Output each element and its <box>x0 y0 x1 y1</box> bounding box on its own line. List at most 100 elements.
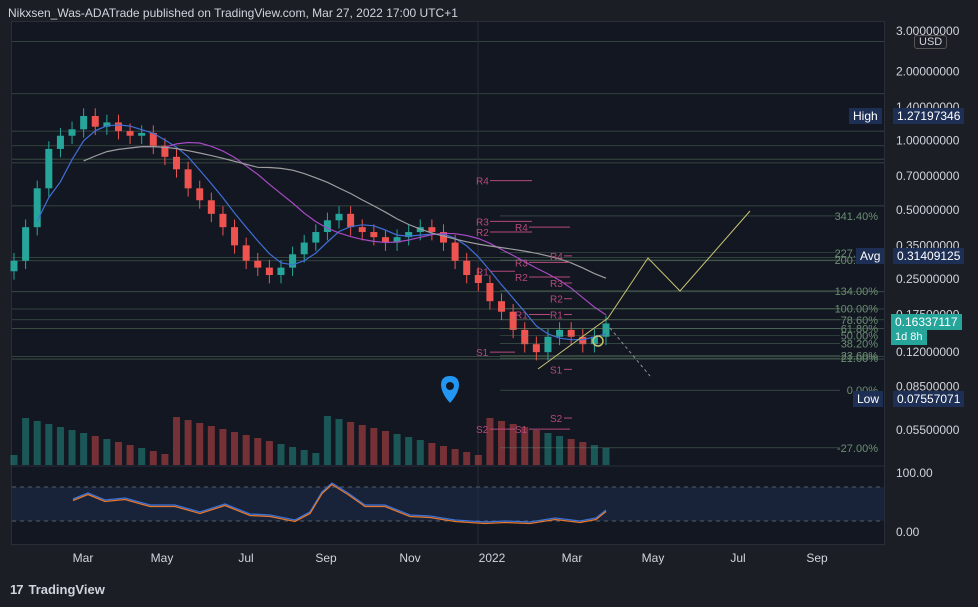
volume-bar <box>451 449 459 465</box>
y-tick-label: 0.12000000 <box>896 345 960 359</box>
x-tick-label: Sep <box>806 551 828 565</box>
volume-bar <box>289 447 297 465</box>
ma-purple-line <box>130 141 607 316</box>
volume-bar <box>22 418 30 465</box>
y-tick-label: 3.00000000 <box>896 24 960 38</box>
pivot-label: S1 <box>550 365 563 376</box>
location-pin-hole <box>446 382 454 390</box>
candle-body <box>45 148 53 189</box>
tradingview-footer[interactable]: 17 TradingView <box>10 582 105 597</box>
pivot-label: S2 <box>550 414 563 425</box>
volume-bar <box>405 437 413 465</box>
projection-path <box>537 210 751 370</box>
pivot-label: R2 <box>550 295 563 306</box>
low-label-tag: Low <box>853 391 884 407</box>
candle-body <box>451 242 459 261</box>
rsi-signal-line <box>72 483 607 525</box>
volume-bar <box>33 421 41 465</box>
candle-body <box>358 227 366 233</box>
candle-body <box>323 220 331 233</box>
y-tick-label: 2.00000000 <box>896 64 960 78</box>
candle-body <box>265 267 273 276</box>
tradingview-brand: TradingView <box>28 582 105 597</box>
fib-label: 134.00% <box>835 286 879 298</box>
volume-bar <box>80 433 88 465</box>
volume-bar <box>300 450 308 465</box>
pivot-label: S1 <box>476 348 489 359</box>
volume-bar <box>590 445 598 465</box>
pivot-label: S2 <box>476 425 489 436</box>
candle-body <box>103 122 111 127</box>
fib-label: 100.00% <box>835 303 879 315</box>
pivot-label: R4 <box>515 223 528 234</box>
volume-bar <box>91 436 99 465</box>
volume-bar <box>509 424 517 465</box>
x-tick-label: Jul <box>238 551 253 565</box>
ma-grey-line <box>83 145 607 279</box>
volume-bar <box>532 430 540 465</box>
volume-bar <box>347 422 355 465</box>
fib-label: -27.00% <box>837 443 878 455</box>
volume-bar <box>265 441 273 465</box>
candle-body <box>114 122 122 132</box>
pivot-label: R4 <box>550 252 563 263</box>
y-tick-label: 0.08500000 <box>896 380 960 394</box>
fib-label: 38.20% <box>841 338 879 350</box>
candle-body <box>242 245 250 261</box>
chart-panel[interactable] <box>11 21 885 545</box>
candle-body <box>590 336 598 345</box>
volume-bar <box>56 427 64 465</box>
volume-bar <box>498 421 506 465</box>
candle-body <box>219 213 227 228</box>
candle-body <box>68 129 76 136</box>
volume-bar <box>68 430 76 465</box>
candle-body <box>393 237 401 243</box>
x-tick-label: Mar <box>73 551 94 565</box>
candle-body <box>532 344 540 353</box>
currency-label[interactable]: USD <box>914 35 948 49</box>
volume-bar <box>161 454 169 465</box>
candle-body <box>300 242 308 255</box>
y-tick-label: 0.25000000 <box>896 272 960 286</box>
candle-body <box>463 260 471 276</box>
y-tick-label: 0.70000000 <box>896 169 960 183</box>
candle-body <box>22 227 30 261</box>
candle-body <box>474 275 482 284</box>
candle-body <box>556 329 564 337</box>
candle-body <box>347 213 355 228</box>
pivot-label: R1 <box>476 267 489 278</box>
pivot-label: R3 <box>550 279 563 290</box>
rsi-line <box>72 482 607 523</box>
volume-bar <box>381 431 389 465</box>
fib-label: 341.40% <box>835 211 879 223</box>
volume-bar <box>254 438 262 465</box>
rsi-tick-label: 0.00 <box>896 525 920 539</box>
volume-bar <box>10 455 18 465</box>
volume-bar <box>439 446 447 465</box>
candle-body <box>579 336 587 345</box>
candle-body <box>149 132 157 146</box>
x-tick-label: May <box>642 551 665 565</box>
volume-bar <box>207 426 215 465</box>
volume-bar <box>277 444 285 465</box>
candle-body <box>138 132 146 136</box>
x-tick-label: May <box>151 551 174 565</box>
candle-body <box>312 232 320 243</box>
candle-body <box>509 311 517 330</box>
x-tick-label: 2022 <box>479 551 506 565</box>
volume-bar <box>474 455 482 465</box>
candle-body <box>567 329 575 337</box>
volume-bar <box>521 427 529 465</box>
volume-bar <box>126 445 134 465</box>
volume-bar <box>358 425 366 465</box>
candle-body <box>498 301 506 312</box>
volume-bar <box>416 440 424 465</box>
high-label-tag: High <box>849 108 882 124</box>
volume-bar <box>173 417 181 465</box>
candle-body <box>126 131 134 136</box>
candle-body <box>370 232 378 238</box>
volume-bar <box>370 428 378 465</box>
volume-bar <box>428 443 436 465</box>
volume-bar <box>45 424 53 465</box>
